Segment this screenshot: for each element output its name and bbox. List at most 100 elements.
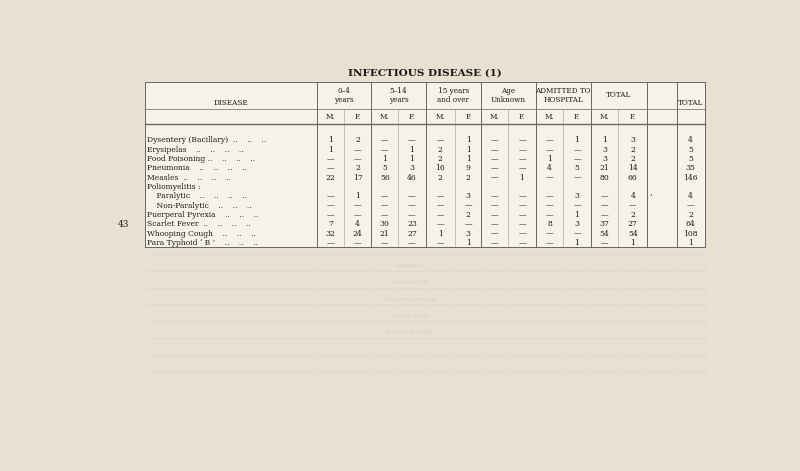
Text: —: — xyxy=(573,155,581,163)
Text: Whooping Cough    ..    ..    ..: Whooping Cough .. .. .. xyxy=(147,229,256,237)
Text: —: — xyxy=(491,137,498,145)
Text: 1: 1 xyxy=(547,155,552,163)
Text: 2: 2 xyxy=(355,164,360,172)
Text: 21: 21 xyxy=(600,164,610,172)
Text: 0–4
years: 0–4 years xyxy=(334,87,354,104)
Text: DISEASE: DISEASE xyxy=(214,99,248,107)
Text: —: — xyxy=(491,146,498,154)
Text: 108: 108 xyxy=(683,229,698,237)
Text: —: — xyxy=(491,229,498,237)
Text: 27: 27 xyxy=(407,229,417,237)
Text: —: — xyxy=(381,211,389,219)
Text: —: — xyxy=(546,174,554,182)
Text: —: — xyxy=(518,211,526,219)
Text: Non-Paralytic    ..    ..    ..: Non-Paralytic .. .. .. xyxy=(147,202,252,210)
Text: 1: 1 xyxy=(355,192,360,200)
Text: —: — xyxy=(437,202,444,210)
Text: 2: 2 xyxy=(630,146,635,154)
Text: F.: F. xyxy=(519,113,525,121)
Text: —: — xyxy=(518,220,526,228)
Text: —: — xyxy=(408,211,416,219)
Text: 30: 30 xyxy=(380,220,390,228)
Text: —: — xyxy=(518,155,526,163)
Text: 2: 2 xyxy=(630,155,635,163)
Text: 22: 22 xyxy=(326,174,335,182)
Text: 2: 2 xyxy=(438,146,442,154)
Text: —: — xyxy=(408,192,416,200)
Text: —: — xyxy=(573,229,581,237)
Text: 1: 1 xyxy=(466,239,470,247)
Text: —: — xyxy=(601,211,608,219)
Text: 2: 2 xyxy=(355,137,360,145)
Text: —: — xyxy=(464,202,472,210)
Text: F.: F. xyxy=(574,113,580,121)
Text: —: — xyxy=(546,211,554,219)
Text: 2: 2 xyxy=(466,211,470,219)
Text: M.: M. xyxy=(600,113,610,121)
Text: F.: F. xyxy=(465,113,471,121)
Text: —: — xyxy=(354,202,362,210)
Text: 43: 43 xyxy=(118,219,129,229)
Text: —: — xyxy=(437,220,444,228)
Text: —: — xyxy=(491,211,498,219)
Text: Paralytic    ..    ..    ..    ..: Paralytic .. .. .. .. xyxy=(147,192,247,200)
Text: Age
Unknown: Age Unknown xyxy=(491,87,526,104)
Text: —: — xyxy=(518,164,526,172)
Text: 80: 80 xyxy=(600,174,610,182)
Text: 3: 3 xyxy=(410,164,414,172)
Text: 4: 4 xyxy=(688,137,693,145)
Text: —: — xyxy=(326,164,334,172)
FancyBboxPatch shape xyxy=(145,82,705,247)
Text: 5: 5 xyxy=(382,164,387,172)
Text: 15 years
and over: 15 years and over xyxy=(438,87,470,104)
Text: 1: 1 xyxy=(410,146,414,154)
Text: 1: 1 xyxy=(466,146,470,154)
Text: 4: 4 xyxy=(688,192,693,200)
Text: 23: 23 xyxy=(407,220,417,228)
Text: —: — xyxy=(518,202,526,210)
Text: M.: M. xyxy=(545,113,554,121)
Text: —: — xyxy=(408,202,416,210)
Text: F.: F. xyxy=(354,113,361,121)
Text: Food Poisoning ..    ..    ..    ..: Food Poisoning .. .. .. .. xyxy=(147,155,255,163)
Text: F.: F. xyxy=(630,113,636,121)
Text: Puerperal Pyrexia    ..    ..    ..: Puerperal Pyrexia .. .. .. xyxy=(147,211,258,219)
Text: ’: ’ xyxy=(650,192,652,200)
Text: Scarlet Fever  ..    ..    ..    ..: Scarlet Fever .. .. .. .. xyxy=(147,220,251,228)
Text: Measles  ..    ..    ..    ..: Measles .. .. .. .. xyxy=(147,174,231,182)
Text: 9: 9 xyxy=(466,164,470,172)
Text: 4: 4 xyxy=(630,192,635,200)
Text: —: — xyxy=(381,239,389,247)
Text: 46: 46 xyxy=(407,174,417,182)
Text: 3: 3 xyxy=(574,192,579,200)
Text: 21: 21 xyxy=(380,229,390,237)
Text: 7: 7 xyxy=(328,220,333,228)
Text: 2: 2 xyxy=(438,174,442,182)
Text: —: — xyxy=(686,202,694,210)
Text: —: — xyxy=(464,220,472,228)
Text: 24: 24 xyxy=(353,229,362,237)
Text: INFECTIOUS DISEASE (1): INFECTIOUS DISEASE (1) xyxy=(348,69,502,78)
Text: TOTAL: TOTAL xyxy=(606,91,631,99)
Text: —: — xyxy=(354,146,362,154)
Text: 5: 5 xyxy=(688,155,693,163)
Text: —: — xyxy=(601,192,608,200)
Text: —: — xyxy=(491,155,498,163)
Text: —: — xyxy=(437,211,444,219)
Text: —: — xyxy=(518,137,526,145)
Text: —: — xyxy=(381,137,389,145)
Text: —: — xyxy=(573,146,581,154)
Text: —: — xyxy=(491,239,498,247)
Text: —: — xyxy=(381,192,389,200)
Text: 66: 66 xyxy=(628,174,638,182)
Text: 27: 27 xyxy=(628,220,638,228)
Text: —: — xyxy=(518,146,526,154)
Text: 1: 1 xyxy=(466,155,470,163)
Text: ADMITTED TO
HOSPITAL: ADMITTED TO HOSPITAL xyxy=(535,87,591,104)
Text: 3: 3 xyxy=(466,229,470,237)
Text: Poliomyelitis :: Poliomyelitis : xyxy=(147,183,201,191)
Text: 2: 2 xyxy=(630,211,635,219)
Text: 1: 1 xyxy=(630,239,635,247)
Text: 1: 1 xyxy=(382,155,387,163)
Text: —: — xyxy=(573,174,581,182)
